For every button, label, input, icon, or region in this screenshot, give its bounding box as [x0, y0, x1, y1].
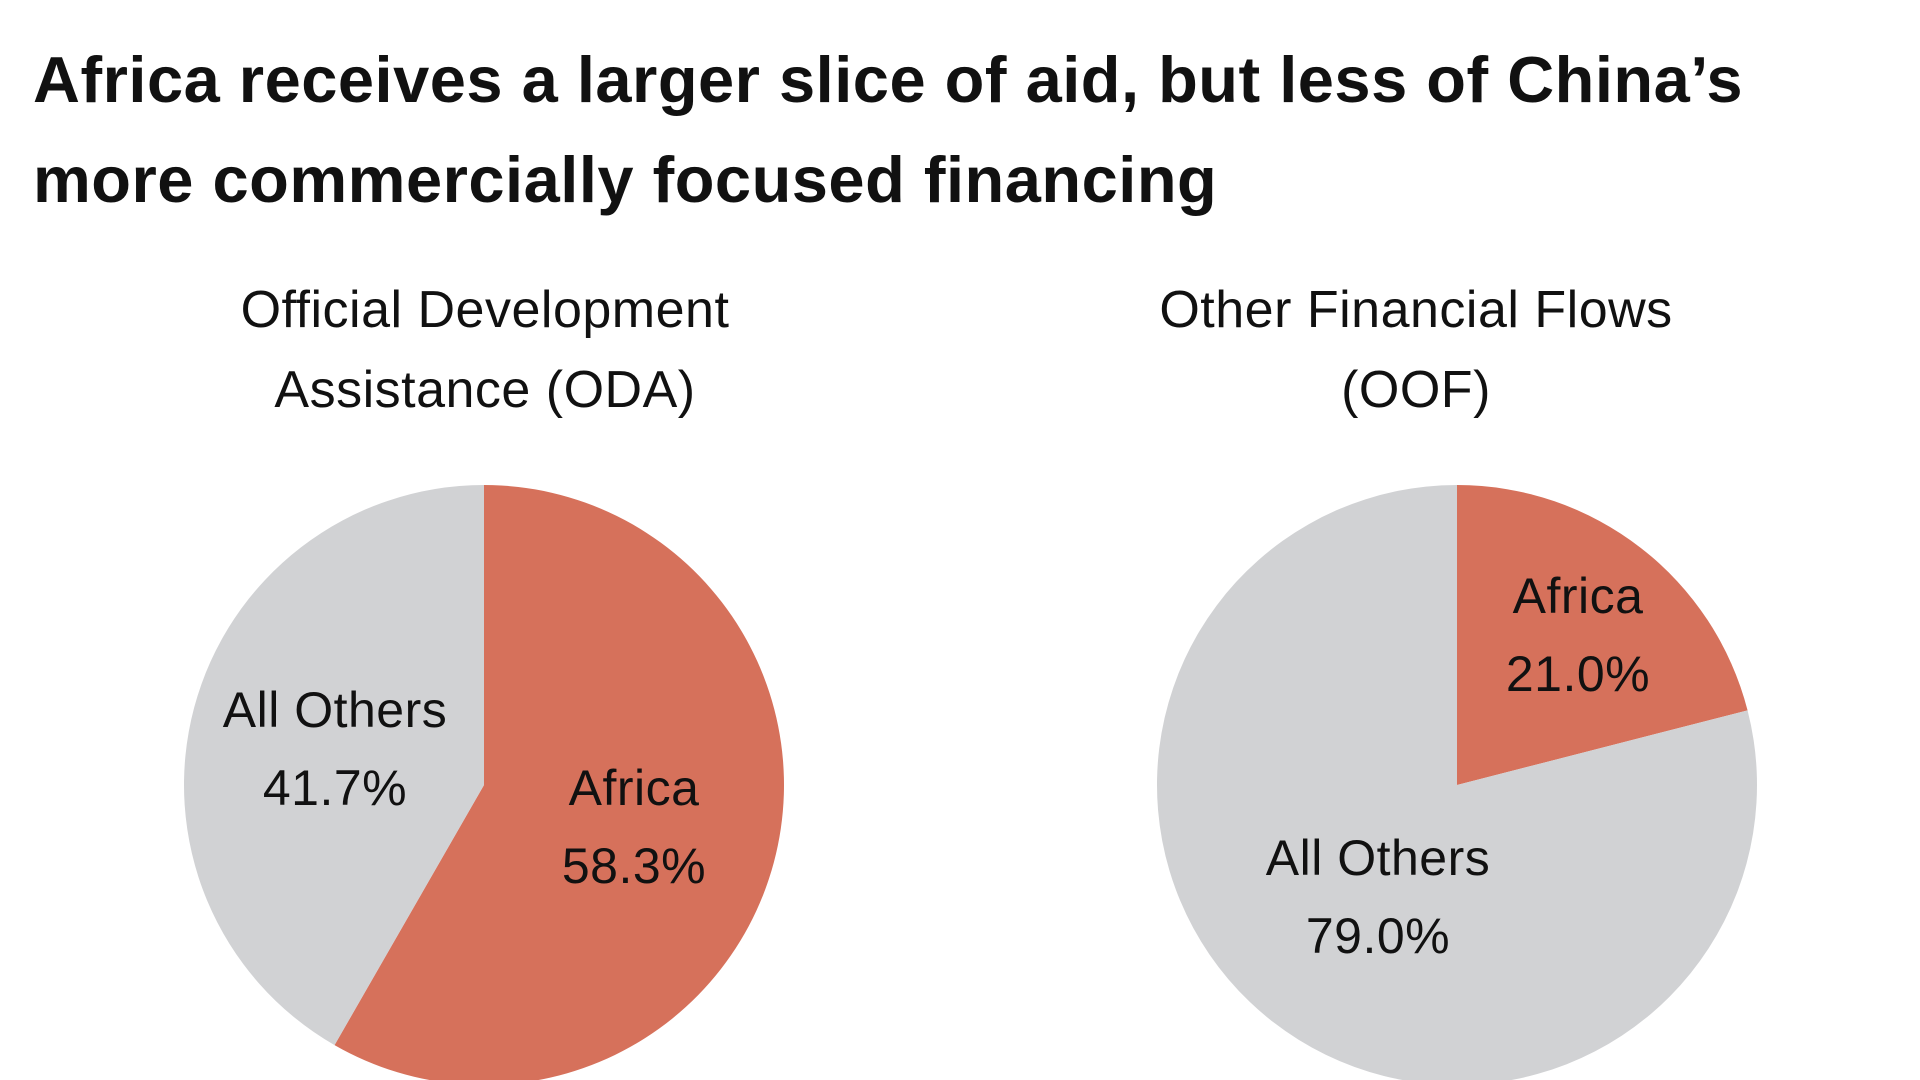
oda-slice-africa [334, 485, 784, 1080]
oof-label-africa-name: Africa [1513, 568, 1644, 624]
oof-pie-chart: Other Financial Flows (OOF) Africa 21.0% A… [960, 0, 1920, 1080]
oda-title-line-1: Official Development [240, 281, 730, 339]
oof-label-africa: Africa 21.0% [1506, 568, 1650, 702]
oof-label-all-others-value: 79.0% [1306, 908, 1450, 964]
oda-label-all-others-name: All Others [223, 682, 448, 738]
oof-slice-africa [1457, 485, 1748, 785]
oda-label-all-others: All Others 41.7% [223, 682, 448, 816]
chart-title: Africa receives a larger slice of aid, b… [33, 43, 1744, 216]
oda-label-africa-name: Africa [569, 760, 700, 816]
oda-title-line-2: Assistance (ODA) [274, 361, 696, 419]
oda-pie: Africa 58.3% All Others 41.7% [183, 485, 784, 1080]
oda-label-all-others-value: 41.7% [263, 760, 407, 816]
oof-slice-all-others [1156, 485, 1757, 1080]
oof-chart-title: Other Financial Flows (OOF) [1066, 270, 1766, 430]
oof-pie: Africa 21.0% All Others 79.0% [1156, 485, 1757, 1080]
oda-label-africa-value: 58.3% [562, 838, 706, 894]
oof-title-line-2: (OOF) [1341, 361, 1491, 419]
oof-label-africa-value: 21.0% [1506, 646, 1650, 702]
oof-title-line-1: Other Financial Flows [1159, 281, 1673, 339]
oda-label-africa: Africa 58.3% [562, 760, 706, 894]
oof-label-all-others: All Others 79.0% [1266, 830, 1491, 964]
oda-pie-chart: Official Development Assistance (ODA) Af… [135, 270, 835, 1080]
oda-slice-all-others [183, 485, 484, 1046]
oda-chart-title: Official Development Assistance (ODA) [135, 270, 835, 430]
oof-label-all-others-name: All Others [1266, 830, 1491, 886]
